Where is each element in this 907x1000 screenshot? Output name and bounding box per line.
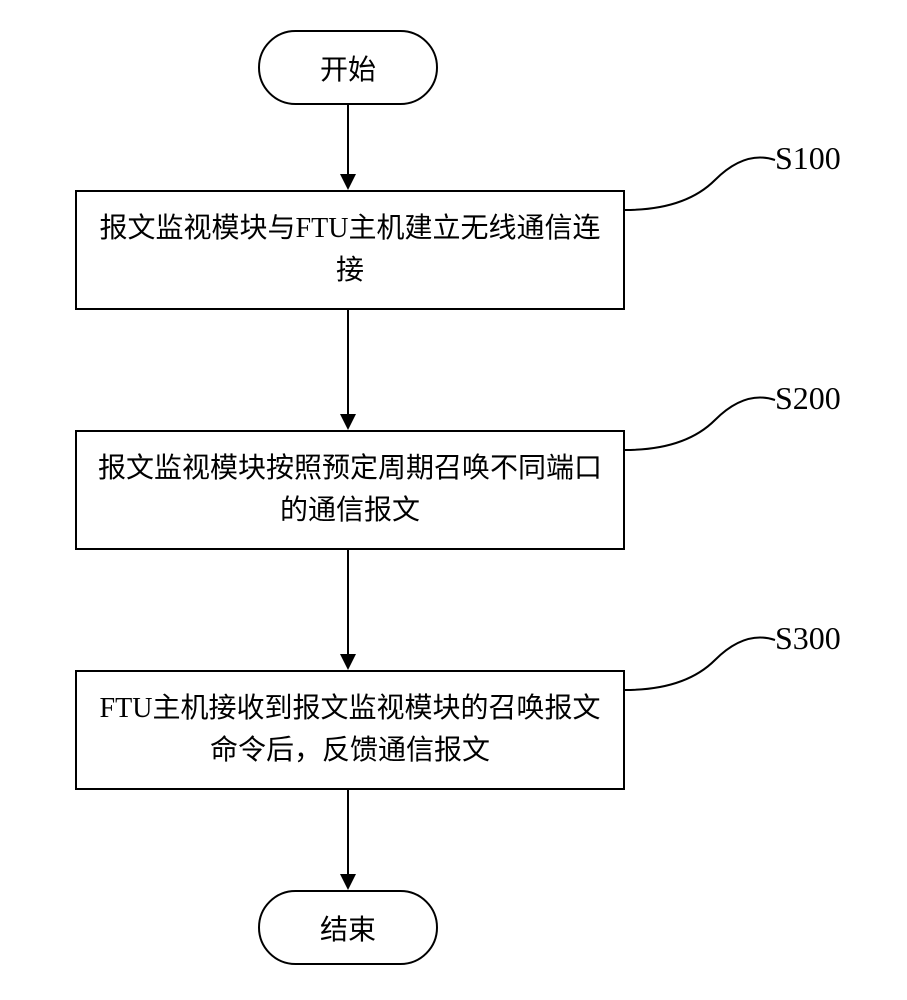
connector-s100 — [625, 145, 785, 225]
label-s100: S100 — [775, 140, 841, 177]
s200-text: 报文监视模块按照预定周期召唤不同端口的通信报文 — [87, 448, 613, 532]
edge-1-head — [340, 174, 356, 190]
s300-text: FTU主机接收到报文监视模块的召唤报文命令后，反馈通信报文 — [87, 688, 613, 772]
edge-2 — [347, 310, 349, 415]
edge-4-head — [340, 874, 356, 890]
process-s100: 报文监视模块与FTU主机建立无线通信连接 — [75, 190, 625, 310]
start-label: 开始 — [320, 48, 376, 88]
end-node: 结束 — [258, 890, 438, 965]
label-s200: S200 — [775, 380, 841, 417]
edge-2-head — [340, 414, 356, 430]
edge-3 — [347, 550, 349, 655]
start-node: 开始 — [258, 30, 438, 105]
process-s200: 报文监视模块按照预定周期召唤不同端口的通信报文 — [75, 430, 625, 550]
label-s300: S300 — [775, 620, 841, 657]
process-s300: FTU主机接收到报文监视模块的召唤报文命令后，反馈通信报文 — [75, 670, 625, 790]
end-label: 结束 — [320, 908, 376, 948]
edge-4 — [347, 790, 349, 875]
connector-s200 — [625, 385, 785, 465]
edge-1 — [347, 105, 349, 175]
s100-text: 报文监视模块与FTU主机建立无线通信连接 — [87, 208, 613, 292]
edge-3-head — [340, 654, 356, 670]
connector-s300 — [625, 625, 785, 705]
